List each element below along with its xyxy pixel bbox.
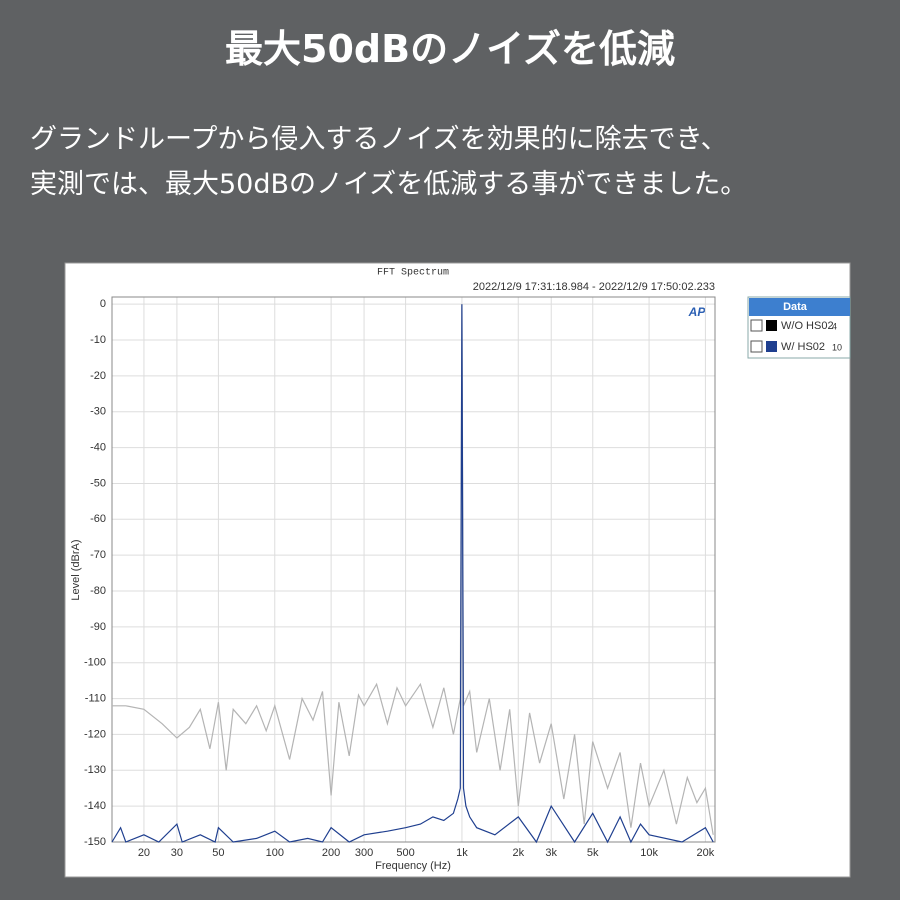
legend-swatch: [766, 341, 777, 352]
legend-suffix: 4: [832, 321, 837, 331]
series-line: [112, 304, 714, 835]
x-tick-label: 100: [266, 847, 284, 859]
y-tick-label: -40: [90, 441, 106, 453]
legend-header: [749, 298, 850, 316]
x-tick-label: 20k: [697, 847, 715, 859]
y-tick-label: -20: [90, 370, 106, 382]
legend-swatch: [766, 320, 777, 331]
description: 実測では、最大50dBのノイズを低減する事ができました。: [30, 169, 748, 200]
plot-frame: [111, 296, 716, 843]
y-tick-label: -30: [90, 406, 106, 418]
legend-checkbox: [750, 319, 763, 332]
y-tick-label: -120: [84, 728, 106, 740]
x-tick-label: 200: [322, 847, 340, 859]
y-tick-label: -150: [84, 836, 106, 848]
x-tick-label: 50: [212, 847, 224, 859]
y-axis-label: Level (dBrA): [70, 539, 82, 600]
x-tick-label: 500: [396, 847, 414, 859]
x-tick-label: 30: [171, 847, 183, 859]
x-tick-label: 2k: [512, 847, 524, 859]
y-tick-label: -10: [90, 334, 106, 346]
description: グランドループから侵入するノイズを効果的に除去でき、: [30, 124, 728, 155]
y-tick-label: -70: [90, 549, 106, 561]
x-tick-label: 20: [138, 847, 150, 859]
x-tick-label: 10k: [640, 847, 658, 859]
y-tick-label: -60: [90, 513, 106, 525]
y-tick-label: -90: [90, 621, 106, 633]
chart-subtitle: 2022/12/9 17:31:18.984 - 2022/12/9 17:50…: [473, 281, 715, 293]
x-tick-label: 3k: [545, 847, 557, 859]
x-tick-label: 1k: [456, 847, 468, 859]
chart-title: FFT Spectrum: [377, 268, 449, 279]
legend-suffix: 10: [832, 342, 842, 352]
legend-title: Data: [783, 301, 808, 313]
y-tick-label: -80: [90, 585, 106, 597]
legend-label: W/O HS02: [781, 320, 834, 332]
y-tick-label: 0: [100, 298, 106, 310]
y-tick-label: -50: [90, 477, 106, 489]
y-tick-label: -110: [85, 692, 106, 704]
x-tick-label: 5k: [587, 847, 599, 859]
headline: 最大50dBのノイズを低減: [225, 27, 675, 71]
y-tick-label: -140: [84, 800, 106, 812]
series-line: [111, 304, 714, 844]
legend-checkbox: [750, 340, 763, 353]
y-tick-label: -130: [84, 764, 106, 776]
chart-panel: [64, 262, 851, 878]
x-axis-label: Frequency (Hz): [375, 860, 451, 872]
x-tick-label: 300: [355, 847, 373, 859]
legend-label: W/ HS02: [781, 341, 825, 353]
logo: AP: [688, 305, 707, 319]
y-tick-label: -100: [84, 657, 106, 669]
